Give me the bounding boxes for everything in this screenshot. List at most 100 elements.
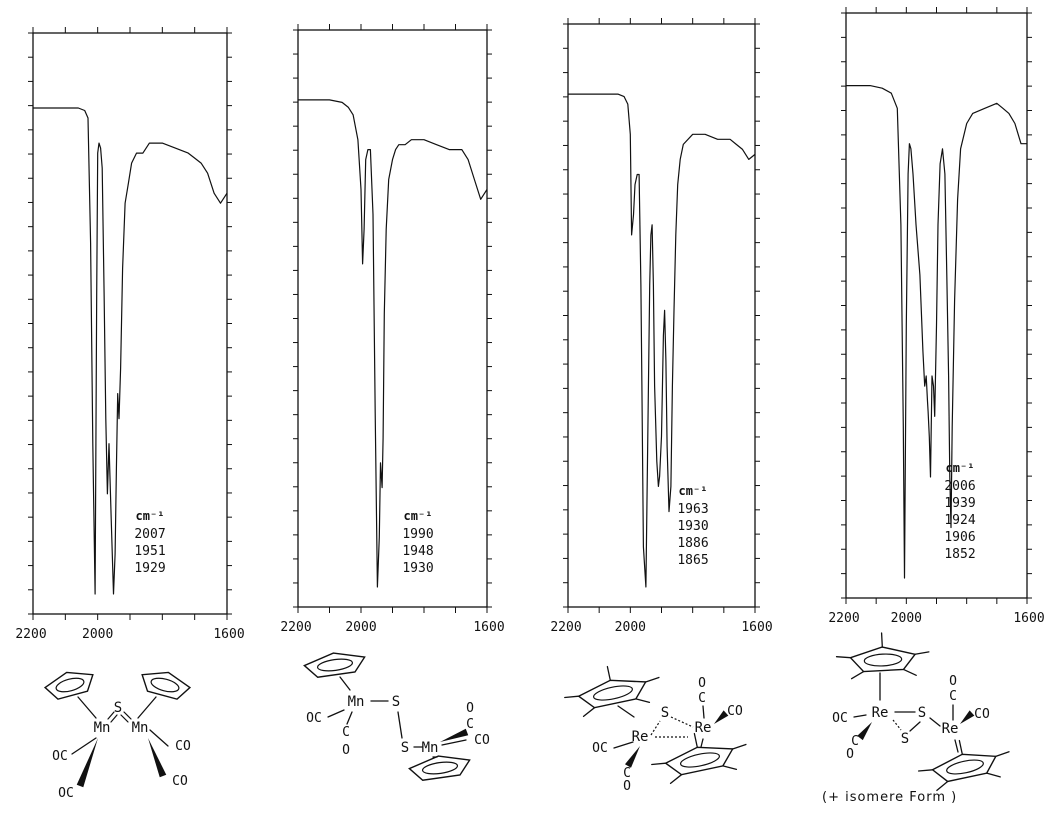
band-value: 1939: [944, 496, 975, 511]
band-value: 1948: [402, 544, 433, 559]
bond: [327, 709, 345, 718]
band-value: 1929: [134, 561, 165, 576]
methyl-bond: [606, 665, 611, 681]
sulfur-label: S: [661, 705, 669, 721]
carbonyl-label: C: [949, 689, 957, 704]
metal-label: Re: [942, 721, 959, 737]
methyl-bond: [722, 765, 738, 771]
cyclopentadienyl-ring: [564, 665, 660, 718]
x-tick-label: 2200: [280, 620, 311, 635]
cyclopentadienyl-ring: [917, 739, 1010, 792]
bond: [617, 705, 635, 718]
ring-aromatic-circle: [946, 759, 984, 775]
ring-aromatic-circle: [592, 685, 634, 701]
bond: [929, 717, 941, 727]
methyl-bond: [564, 695, 580, 699]
band-value: 1963: [677, 502, 708, 517]
double-bond: [123, 711, 132, 720]
sulfur-label: S: [901, 731, 909, 747]
methyl-bond: [958, 739, 963, 755]
sulfur-label: S: [392, 694, 400, 710]
carbonyl-label: CO: [175, 739, 191, 754]
spectrum-panel-2: 2200 2000 1600 cm⁻¹ 1990 1948 1930: [280, 24, 505, 635]
wedge-bond: [857, 722, 872, 741]
carbonyl-label: OC: [306, 711, 322, 726]
double-bond: [107, 711, 115, 720]
methyl-bond: [645, 676, 660, 683]
methyl-bond: [902, 668, 917, 676]
x-tick-label: 2000: [615, 620, 646, 635]
double-bond: [110, 714, 118, 723]
sulfur-label: S: [114, 700, 122, 716]
carbonyl-label: OC: [52, 749, 68, 764]
metal-label: Mn: [132, 720, 149, 736]
spectrum-panel-3: 2200 2000 1600 cm⁻¹ 1963 1930 1886 1865: [550, 18, 773, 635]
ring-aromatic-circle: [421, 761, 459, 775]
bond: [613, 741, 634, 749]
x-tick-label: 2000: [891, 611, 922, 626]
cyclopentadienyl-ring: [651, 732, 747, 785]
wedge-bond: [148, 738, 167, 778]
carbonyl-label: OC: [832, 711, 848, 726]
plot-frame: [297, 29, 488, 608]
plot-frame: [32, 32, 228, 615]
carbonyl-label: O: [342, 743, 350, 758]
band-value: 1930: [677, 519, 708, 534]
ring-aromatic-circle: [150, 677, 180, 693]
metal-label: Re: [632, 729, 649, 745]
ring-aromatic-circle: [316, 658, 354, 672]
methyl-bond: [850, 670, 865, 680]
ring-outline: [931, 753, 997, 783]
spectrum-panel-4: 2200 2000 1600 cm⁻¹ 2006 1939 1924 1906 1852: [828, 7, 1045, 626]
ring-outline: [664, 746, 734, 776]
methyl-bond: [732, 743, 747, 750]
band-value: 1990: [402, 527, 433, 542]
carbonyl-label: O: [846, 747, 854, 762]
sulfur-label: S: [401, 740, 409, 756]
ring-outline: [303, 652, 366, 678]
methyl-bond: [669, 774, 683, 785]
dashed-bond: [650, 720, 661, 736]
ring-outline: [849, 646, 917, 673]
band-value: 1906: [944, 530, 975, 545]
x-tick-label: 1600: [213, 627, 244, 642]
metal-label: Mn: [94, 720, 111, 736]
methyl-bond: [582, 707, 596, 718]
carbonyl-label: C: [623, 766, 631, 781]
bond: [441, 739, 467, 746]
carbonyl-label: CO: [974, 707, 990, 722]
methyl-bond: [986, 772, 1001, 778]
wedge-bond: [76, 738, 98, 788]
methyl-bond: [835, 656, 852, 659]
x-tick-label: 2200: [550, 620, 581, 635]
methyl-bond: [880, 632, 883, 648]
metal-label: Re: [695, 720, 712, 736]
ring-outline: [577, 679, 647, 709]
methyl-bond: [917, 769, 934, 772]
dashed-bond: [892, 719, 902, 731]
wedge-bond: [624, 746, 640, 768]
cyclopentadienyl-ring: [303, 652, 366, 678]
cyclopentadienyl-ring: [43, 671, 94, 700]
ring-outline: [43, 671, 94, 700]
methyl-bond: [635, 698, 651, 704]
ring-aromatic-circle: [863, 653, 903, 667]
spectrum-line: [846, 84, 1027, 579]
spectrum-line: [568, 93, 756, 588]
carbonyl-label: O: [698, 676, 706, 691]
isomer-footnote: (+ isomere Form ): [822, 790, 958, 805]
bond: [149, 729, 169, 747]
bond: [909, 721, 921, 732]
x-tick-label: 1600: [741, 620, 772, 635]
cyclopentadienyl-ring: [835, 632, 930, 680]
plot-frame: [567, 23, 756, 608]
bond: [397, 711, 403, 739]
band-value: 1951: [134, 544, 165, 559]
carbonyl-label: CO: [727, 704, 743, 719]
band-value: 1924: [944, 513, 975, 528]
